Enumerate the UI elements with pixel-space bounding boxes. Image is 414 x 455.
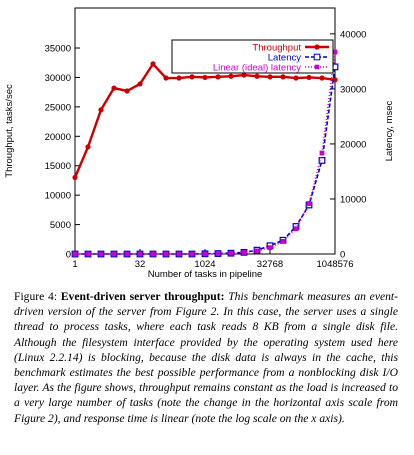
caption-body: This benchmark measures an event-driven … — [14, 290, 399, 425]
legend-marker — [314, 44, 320, 50]
data-point — [318, 157, 326, 164]
y2-tick-label: 20000 — [340, 139, 366, 150]
data-point — [280, 74, 286, 80]
data-point — [150, 251, 156, 257]
x-tick-label: 32768 — [257, 259, 283, 270]
data-point — [124, 88, 130, 94]
data-point — [293, 226, 299, 232]
data-point — [228, 250, 234, 256]
data-point — [215, 251, 221, 257]
data-point — [202, 74, 208, 81]
caption: Figure 4: Event-driven server throughput… — [14, 289, 398, 426]
data-point — [98, 107, 104, 113]
y-tick-label: 20000 — [45, 132, 71, 143]
data-point — [137, 81, 143, 87]
data-point — [215, 74, 221, 80]
x-tick-label: 1 — [72, 259, 77, 270]
y2-tick-label: 30000 — [340, 84, 366, 95]
series-line — [73, 61, 336, 178]
data-point — [319, 75, 325, 81]
data-point — [241, 72, 247, 78]
data-point — [254, 248, 260, 254]
data-point — [176, 75, 182, 81]
data-point — [163, 75, 169, 81]
y2-tick-label: 10000 — [340, 194, 366, 205]
data-point — [124, 251, 130, 257]
series — [72, 61, 338, 181]
series-line — [75, 51, 336, 255]
data-point — [163, 251, 169, 257]
y-tick-label: 5000 — [50, 220, 71, 231]
y-tick-label: 15000 — [45, 161, 71, 172]
legend-label: Linear (ideal) latency — [213, 63, 301, 74]
legend-label: Latency — [268, 53, 302, 64]
series — [72, 49, 338, 257]
data-point — [111, 251, 117, 257]
y-axis-label: Throughput, tasks/sec — [4, 84, 15, 178]
data-point — [137, 251, 143, 257]
data-point — [150, 61, 156, 67]
data-point — [319, 150, 325, 156]
data-point — [72, 251, 78, 257]
legend-marker — [313, 53, 321, 61]
x-tick-label: 1024 — [194, 259, 215, 270]
x-tick-label: 32 — [135, 259, 146, 270]
data-point — [189, 251, 195, 257]
legend-marker — [314, 64, 320, 70]
data-point — [306, 201, 312, 206]
data-point — [85, 144, 91, 150]
data-point — [85, 251, 91, 257]
data-point — [228, 73, 234, 79]
chart: Throughput, tasks/sec Latency, msec Numb… — [4, 7, 395, 280]
data-point — [254, 73, 260, 79]
data-point — [293, 75, 299, 81]
data-point — [241, 250, 247, 255]
y-tick-label: 35000 — [45, 44, 71, 55]
data-point — [306, 74, 312, 81]
data-point — [280, 238, 286, 244]
y-tick-label: 30000 — [45, 73, 71, 84]
data-point — [72, 174, 78, 181]
y2-tick-label: 40000 — [340, 29, 366, 40]
data-point — [202, 251, 208, 257]
data-point — [267, 74, 273, 80]
y2-axis-label: Latency, msec — [384, 100, 395, 161]
y-tick-label: 10000 — [45, 191, 71, 202]
caption-title: Event-driven server throughput: — [60, 290, 225, 303]
y-tick-label: 0 — [66, 250, 71, 261]
y2-tick-label: 0 — [340, 250, 345, 261]
data-point — [332, 49, 338, 55]
legend-label: Throughput — [252, 43, 301, 54]
x-tick-label: 1048576 — [317, 259, 354, 270]
data-point — [267, 245, 273, 251]
y-tick-label: 25000 — [45, 102, 71, 113]
x-axis-label: Number of tasks in pipeline — [148, 269, 263, 280]
data-point — [176, 251, 182, 257]
data-point — [189, 74, 195, 80]
caption-label: Figure 4: — [14, 290, 58, 303]
data-point — [98, 251, 104, 257]
series-line — [75, 66, 336, 255]
data-point — [111, 85, 117, 91]
